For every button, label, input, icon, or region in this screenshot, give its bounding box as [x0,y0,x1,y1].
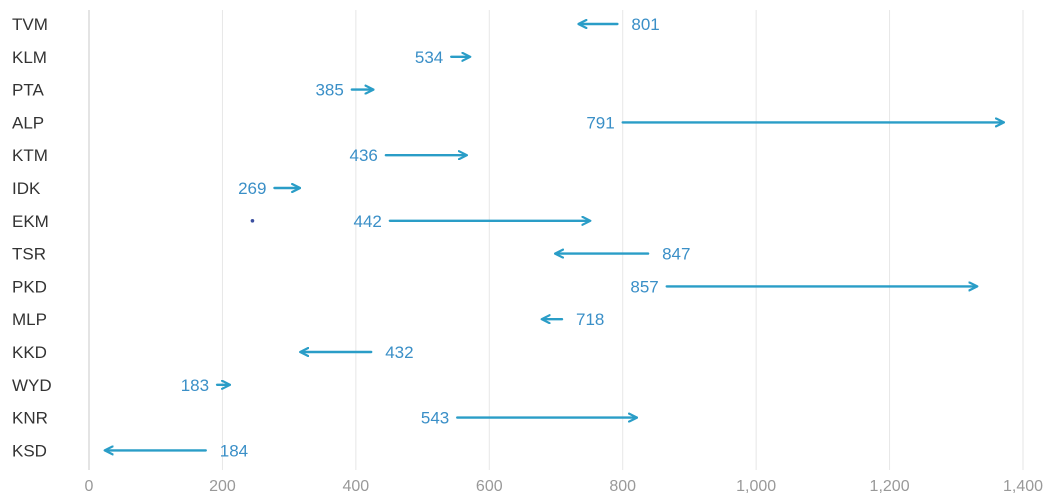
value-label: 183 [181,376,209,395]
value-label: 269 [238,179,266,198]
category-label: KNR [12,409,48,428]
category-label: KSD [12,441,47,460]
category-label: KTM [12,146,48,165]
value-label: 385 [315,81,343,100]
category-label: EKM [12,212,49,231]
x-axis-ticks: 0 200 400 600 800 1,000 1,200 1,400 [85,478,1044,495]
x-tick-label: 1,200 [870,478,910,495]
category-label: TVM [12,15,48,34]
category-label: PKD [12,277,47,296]
category-label: PTA [12,81,44,100]
markers [250,219,255,223]
gridlines [88,10,1024,470]
value-label: 543 [421,409,449,428]
x-tick-label: 0 [85,478,94,495]
category-label: WYD [12,376,52,395]
x-tick-label: 400 [343,478,370,495]
value-label: 857 [630,277,658,296]
x-tick-label: 600 [476,478,503,495]
value-label: 801 [631,15,659,34]
value-label: 442 [354,212,382,231]
value-label: 718 [576,310,604,329]
category-label: KLM [12,48,47,67]
value-label: 432 [385,343,413,362]
value-label: 436 [349,146,377,165]
category-label: IDK [12,179,41,198]
category-label: MLP [12,310,47,329]
x-tick-label: 800 [609,478,636,495]
x-tick-label: 1,000 [736,478,776,495]
x-tick-label: 1,400 [1003,478,1043,495]
value-label: 791 [586,113,614,132]
arrows [106,24,1003,450]
category-label: ALP [12,113,44,132]
category-label: TSR [12,245,46,264]
category-label: KKD [12,343,47,362]
value-label: 184 [220,441,248,460]
x-tick-label: 200 [209,478,236,495]
marker-dot [250,219,255,223]
value-label: 534 [415,48,443,67]
value-label: 847 [662,245,690,264]
category-labels: TVM KLM PTA ALP KTM IDK EKM TSR PKD MLP KKD WYD KNR K… [12,15,52,460]
